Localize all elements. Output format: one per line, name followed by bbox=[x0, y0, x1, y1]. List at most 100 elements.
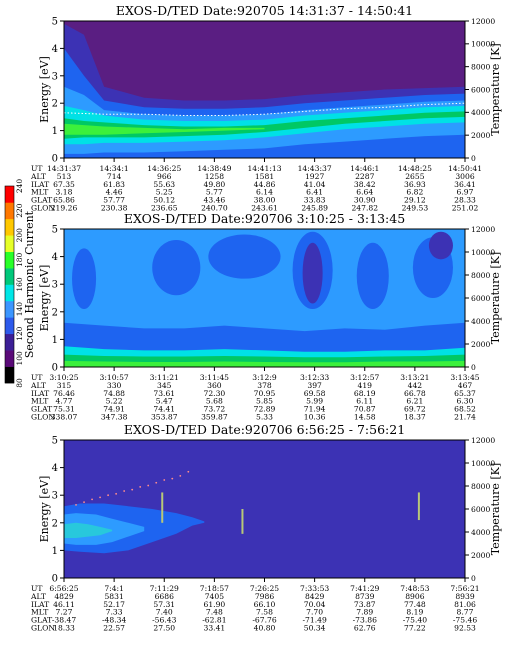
temperature-tick-label: 12000 bbox=[471, 436, 495, 445]
orbit-table-cell: 3:12:33 bbox=[300, 373, 329, 382]
temperature-point bbox=[147, 484, 150, 487]
orbit-table-cell: 73.87 bbox=[354, 600, 376, 609]
orbit-table-cell: 69.72 bbox=[404, 405, 426, 414]
orbit-table-cell: 33.83 bbox=[304, 196, 326, 205]
energy-tick-label: 0 bbox=[52, 574, 58, 585]
orbit-table-cell: 3:13:21 bbox=[400, 373, 429, 382]
plot-area bbox=[64, 440, 465, 578]
panel-title: EXOS-D/TED Date:920706 6:56:25 - 7:56:21 bbox=[124, 422, 405, 437]
orbit-table-cell: 7.27 bbox=[56, 608, 73, 617]
orbit-table-cell: 70.04 bbox=[304, 600, 326, 609]
plot-area bbox=[64, 21, 465, 158]
energy-tick-label: 3 bbox=[52, 71, 58, 82]
panel-1-spectrogram: 0 1 2 3 4 5 0 2000 4000 6000 8000 10000 12000 EXOS-D/… bbox=[30, 3, 502, 213]
orbit-table-cell: 8906 bbox=[405, 592, 424, 601]
orbit-table-cell: 3006 bbox=[455, 172, 474, 181]
panel-title: EXOS-D/TED Date:920706 3:10:25 - 3:13:45 bbox=[124, 211, 405, 226]
temperature-tick-label: 6000 bbox=[471, 294, 490, 303]
energy-tick-label: 5 bbox=[52, 17, 58, 28]
energy-tick-label: 0 bbox=[52, 154, 58, 165]
orbit-table-cell: 50.34 bbox=[304, 624, 326, 633]
orbit-table-cell: 3.18 bbox=[56, 188, 73, 197]
orbit-table-cell: 6.30 bbox=[457, 397, 474, 406]
orbit-table-cell: 6.64 bbox=[356, 188, 373, 197]
orbit-table-cell: 5.33 bbox=[256, 413, 273, 422]
temperature-point bbox=[83, 501, 85, 503]
orbit-table-cell: 74.88 bbox=[103, 389, 125, 398]
orbit-table-cell: -73.86 bbox=[353, 616, 377, 625]
orbit-table-cell: 7405 bbox=[205, 592, 224, 601]
orbit-table-cell: 28.33 bbox=[454, 196, 476, 205]
temperature-tick-label: 2000 bbox=[471, 340, 490, 349]
energy-axis-label: Energy [eV] bbox=[38, 476, 51, 543]
orbit-table-cell: 69.58 bbox=[304, 389, 326, 398]
orbit-table-cell: 74.41 bbox=[153, 405, 175, 414]
orbit-table-cell: 7:26:25 bbox=[250, 584, 279, 593]
energy-tick-label: 5 bbox=[52, 225, 58, 236]
orbit-table-cell: 251.02 bbox=[452, 204, 479, 213]
orbit-table-cell: 3:12:9 bbox=[252, 373, 277, 382]
orbit-table-cell: 3:10:25 bbox=[49, 373, 78, 382]
band-cyan bbox=[64, 522, 113, 538]
orbit-table-cell: 50.12 bbox=[153, 196, 175, 205]
orbit-table-cell: 5.99 bbox=[306, 397, 323, 406]
orbit-table-row-label: GLON bbox=[31, 204, 55, 213]
orbit-table-cell: 7:4:1 bbox=[104, 584, 124, 593]
orbit-table-row-label: GLON bbox=[31, 624, 55, 633]
orbit-table-cell: 18.37 bbox=[404, 413, 426, 422]
orbit-table-cell: 6.14 bbox=[256, 188, 273, 197]
colorbar-tick-label: 200 bbox=[15, 228, 24, 243]
orbit-table-row-label: ALT bbox=[30, 381, 46, 390]
energy-tick-label: 3 bbox=[52, 491, 58, 502]
panel-3-spectrogram: 0 1 2 3 4 5 0 2000 4000 6000 8000 10000 12000 EXOS-D/… bbox=[30, 422, 502, 633]
colorbar-segment bbox=[5, 366, 14, 384]
orbit-table-cell: 7:33:53 bbox=[300, 584, 329, 593]
temperature-point bbox=[131, 488, 134, 491]
orbit-table-cell: 6.82 bbox=[406, 188, 423, 197]
orbit-table-cell: 7.48 bbox=[206, 608, 223, 617]
orbit-table-cell: 378 bbox=[257, 381, 272, 390]
orbit-table-cell: 5.68 bbox=[206, 397, 223, 406]
temperature-point bbox=[187, 470, 190, 473]
orbit-table-cell: 8.19 bbox=[406, 608, 423, 617]
orbit-table-cell: 5831 bbox=[104, 592, 123, 601]
orbit-table-cell: 8429 bbox=[305, 592, 324, 601]
orbit-table-cell: 714 bbox=[107, 172, 122, 181]
orbit-table-cell: 57.77 bbox=[103, 196, 125, 205]
energy-tick-label: 2 bbox=[52, 518, 58, 529]
orbit-table-cell: 55.63 bbox=[153, 180, 175, 189]
orbit-table-cell: 6.41 bbox=[306, 188, 323, 197]
orbit-table-cell: 65.37 bbox=[454, 389, 476, 398]
orbit-table-cell: 7:48:53 bbox=[400, 584, 429, 593]
orbit-table-cell: 77.48 bbox=[404, 600, 426, 609]
orbit-table-cell: 513 bbox=[57, 172, 72, 181]
temperature-tick-label: 6000 bbox=[471, 505, 490, 514]
orbit-table-cell: 7.40 bbox=[156, 608, 173, 617]
orbit-table-cell: 5.47 bbox=[156, 397, 173, 406]
colorbar-segment bbox=[5, 268, 14, 285]
orbit-table-row-label: GLAT bbox=[31, 196, 52, 205]
temperature-tick-label: 0 bbox=[471, 154, 476, 163]
orbit-table-row-label: ALT bbox=[30, 592, 46, 601]
orbit-table-cell: 7.70 bbox=[306, 608, 323, 617]
orbit-table-row-label: UT bbox=[31, 373, 42, 382]
orbit-table-row-label: MLT bbox=[31, 188, 48, 197]
orbit-table-row-label: ILAT bbox=[31, 389, 49, 398]
orbit-table-cell: 245.89 bbox=[301, 204, 328, 213]
orbit-table-cell: 43.46 bbox=[204, 196, 226, 205]
orbit-table-cell: 77.22 bbox=[404, 624, 426, 633]
energy-tick-label: 3 bbox=[52, 280, 58, 291]
orbit-table-cell: 442 bbox=[408, 381, 423, 390]
orbit-table-cell: 330 bbox=[107, 381, 122, 390]
orbit-table-row-label: ILAT bbox=[31, 180, 49, 189]
second-harmonic-colorbar: 80 100 120 140 160 180 200 220 240 Second Harmoni… bbox=[4, 179, 36, 388]
temperature-tick-label: 2000 bbox=[471, 551, 490, 560]
orbit-table-cell: 3:11:45 bbox=[200, 373, 229, 382]
energy-tick-label: 5 bbox=[52, 436, 58, 447]
orbit-table-cell: 243.61 bbox=[251, 204, 278, 213]
orbit-table-cell: 14.58 bbox=[354, 413, 376, 422]
orbit-table-cell: 1258 bbox=[205, 172, 224, 181]
orbit-table-cell: 397 bbox=[307, 381, 322, 390]
energy-tick-label: 1 bbox=[52, 335, 58, 346]
